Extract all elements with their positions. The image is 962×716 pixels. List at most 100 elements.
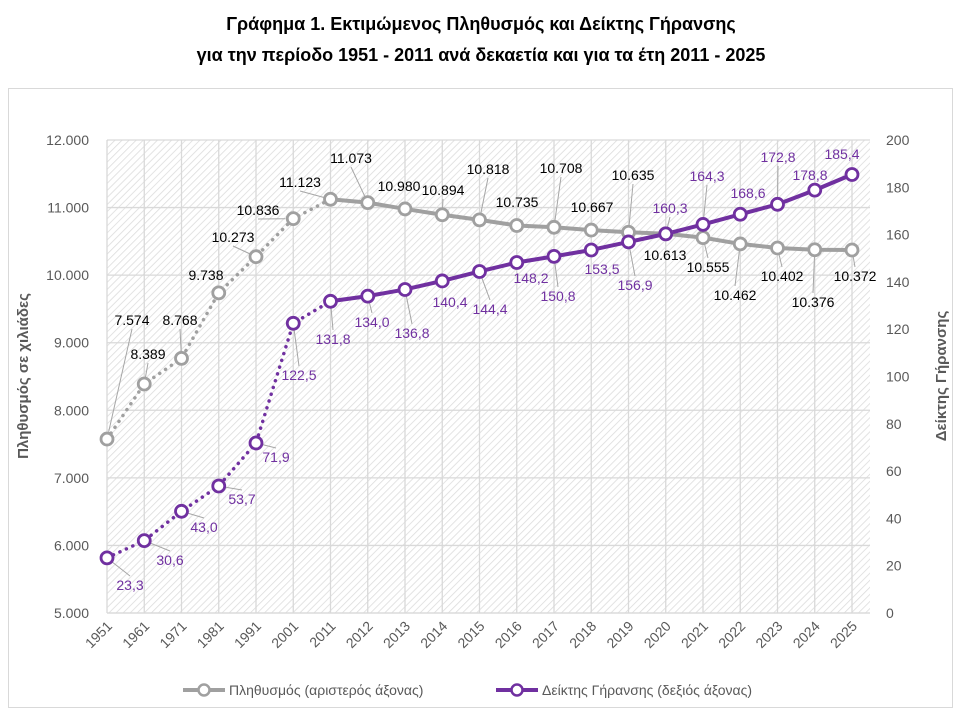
data-point	[211, 478, 227, 494]
data-point	[99, 550, 115, 566]
data-label-leader-line	[179, 328, 182, 353]
left-axis-tick-label: 6.000	[54, 537, 89, 553]
right-axis-tick-label: 120	[886, 321, 910, 337]
data-point	[770, 196, 785, 212]
right-axis-tick-label: 180	[886, 179, 910, 195]
data-label: 10.635	[612, 167, 655, 183]
left-axis-title: Πληθυσμός σε χιλιάδες	[15, 293, 32, 459]
data-label: 10.894	[422, 182, 465, 198]
data-label: 10.376	[792, 294, 835, 310]
left-axis-tick-label: 8.000	[54, 402, 89, 418]
data-label-leader-line	[778, 253, 783, 268]
data-label: 43,0	[190, 519, 217, 535]
data-label: 122,5	[281, 367, 316, 383]
data-point	[732, 236, 748, 252]
data-label: 148,2	[513, 270, 548, 286]
right-axis-tick-label: 60	[886, 463, 902, 479]
data-label: 178,8	[792, 167, 827, 183]
data-label: 9.738	[188, 267, 223, 283]
left-axis-tick-label: 9.000	[54, 335, 89, 351]
data-label-leader-line	[150, 542, 171, 552]
data-label: 153,5	[584, 261, 619, 277]
left-axis-tick-label: 10.000	[46, 267, 89, 283]
right-axis-tick-label: 20	[886, 558, 902, 574]
data-label: 10.818	[467, 161, 510, 177]
data-point	[248, 435, 264, 451]
data-point	[807, 242, 823, 258]
legend-marker-population	[197, 683, 211, 697]
data-point	[583, 242, 599, 258]
data-label-leader-line	[405, 295, 413, 325]
data-label-leader-line	[703, 184, 708, 218]
data-label: 10.708	[540, 160, 583, 176]
data-point	[695, 217, 711, 232]
data-label-leader-line	[232, 245, 251, 255]
data-label-leader-line	[554, 262, 559, 288]
data-point	[732, 206, 748, 222]
data-point	[546, 248, 562, 264]
data-label: 30,6	[156, 552, 183, 568]
data-point	[472, 212, 487, 228]
data-label: 10.667	[571, 199, 614, 215]
data-point	[397, 201, 413, 217]
data-label: 7.574	[114, 312, 149, 328]
data-label: 160,3	[652, 200, 687, 216]
left-axis-tick-label: 11.000	[47, 200, 89, 216]
right-axis-tick-label: 100	[886, 369, 910, 385]
data-point	[360, 288, 376, 304]
data-label: 185,4	[824, 146, 859, 162]
legend-item-aging-index[interactable]: Δείκτης Γήρανσης (δεξιός άξονας)	[496, 682, 752, 698]
data-label: 8.389	[130, 346, 165, 362]
data-label: 71,9	[262, 449, 289, 465]
data-point	[844, 242, 860, 258]
data-label-leader-line	[554, 176, 562, 221]
data-point	[658, 226, 674, 242]
chart-title-line2: για την περίοδο 1951 - 2011 ανά δεκαετία…	[196, 45, 766, 65]
data-label-leader-line	[187, 512, 205, 519]
data-label-leader-line	[812, 256, 815, 294]
data-label: 131,8	[315, 331, 350, 347]
data-label-leader-line	[225, 486, 243, 491]
data-point	[323, 191, 338, 207]
data-point	[583, 222, 599, 238]
data-point	[136, 533, 152, 549]
data-label-leader-line	[144, 362, 149, 379]
data-label-leader-line	[734, 250, 740, 287]
data-point	[434, 273, 450, 289]
data-point	[844, 167, 860, 182]
data-label-leader-line	[480, 177, 489, 214]
data-label: 10.402	[761, 268, 804, 284]
right-axis-tick-label: 140	[886, 274, 910, 290]
data-label: 11.123	[279, 174, 321, 190]
legend-label-population: Πληθυσμός (αριστερός άξονας)	[229, 682, 423, 698]
data-label-leader-line	[350, 166, 366, 197]
data-point	[509, 218, 525, 233]
left-axis-tick-label: 7.000	[54, 470, 89, 486]
legend-item-population[interactable]: Πληθυσμός (αριστερός άξονας)	[183, 682, 423, 698]
data-point	[360, 195, 376, 211]
data-label: 10.735	[496, 194, 539, 210]
right-axis-tick-label: 40	[886, 510, 902, 526]
data-label-leader-line	[299, 190, 324, 198]
data-label: 53,7	[228, 491, 255, 507]
data-point	[285, 211, 301, 227]
data-label: 10.980	[378, 178, 421, 194]
data-label-leader-line	[262, 444, 277, 449]
data-label: 156,9	[617, 277, 652, 293]
data-label-leader-line	[481, 277, 491, 301]
right-axis-tick-label: 160	[886, 227, 910, 243]
data-label: 172,8	[760, 149, 795, 165]
legend: Πληθυσμός (αριστερός άξονας) Δείκτης Γήρ…	[183, 682, 752, 698]
left-axis-tick-label: 5.000	[54, 605, 89, 621]
data-label-leader-line	[293, 329, 300, 367]
data-label-leader-line	[330, 307, 334, 331]
data-label: 10.613	[644, 247, 687, 263]
data-label: 164,3	[689, 168, 724, 184]
data-label: 8.768	[162, 312, 197, 328]
data-label: 150,8	[540, 288, 575, 304]
data-label: 10.273	[212, 229, 255, 245]
right-axis-tick-label: 0	[886, 605, 894, 621]
data-point	[174, 503, 189, 519]
data-point	[546, 219, 562, 235]
